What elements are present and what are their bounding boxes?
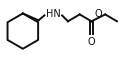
Text: O: O (95, 9, 102, 19)
Text: O: O (88, 37, 95, 47)
Text: HN: HN (46, 9, 61, 19)
